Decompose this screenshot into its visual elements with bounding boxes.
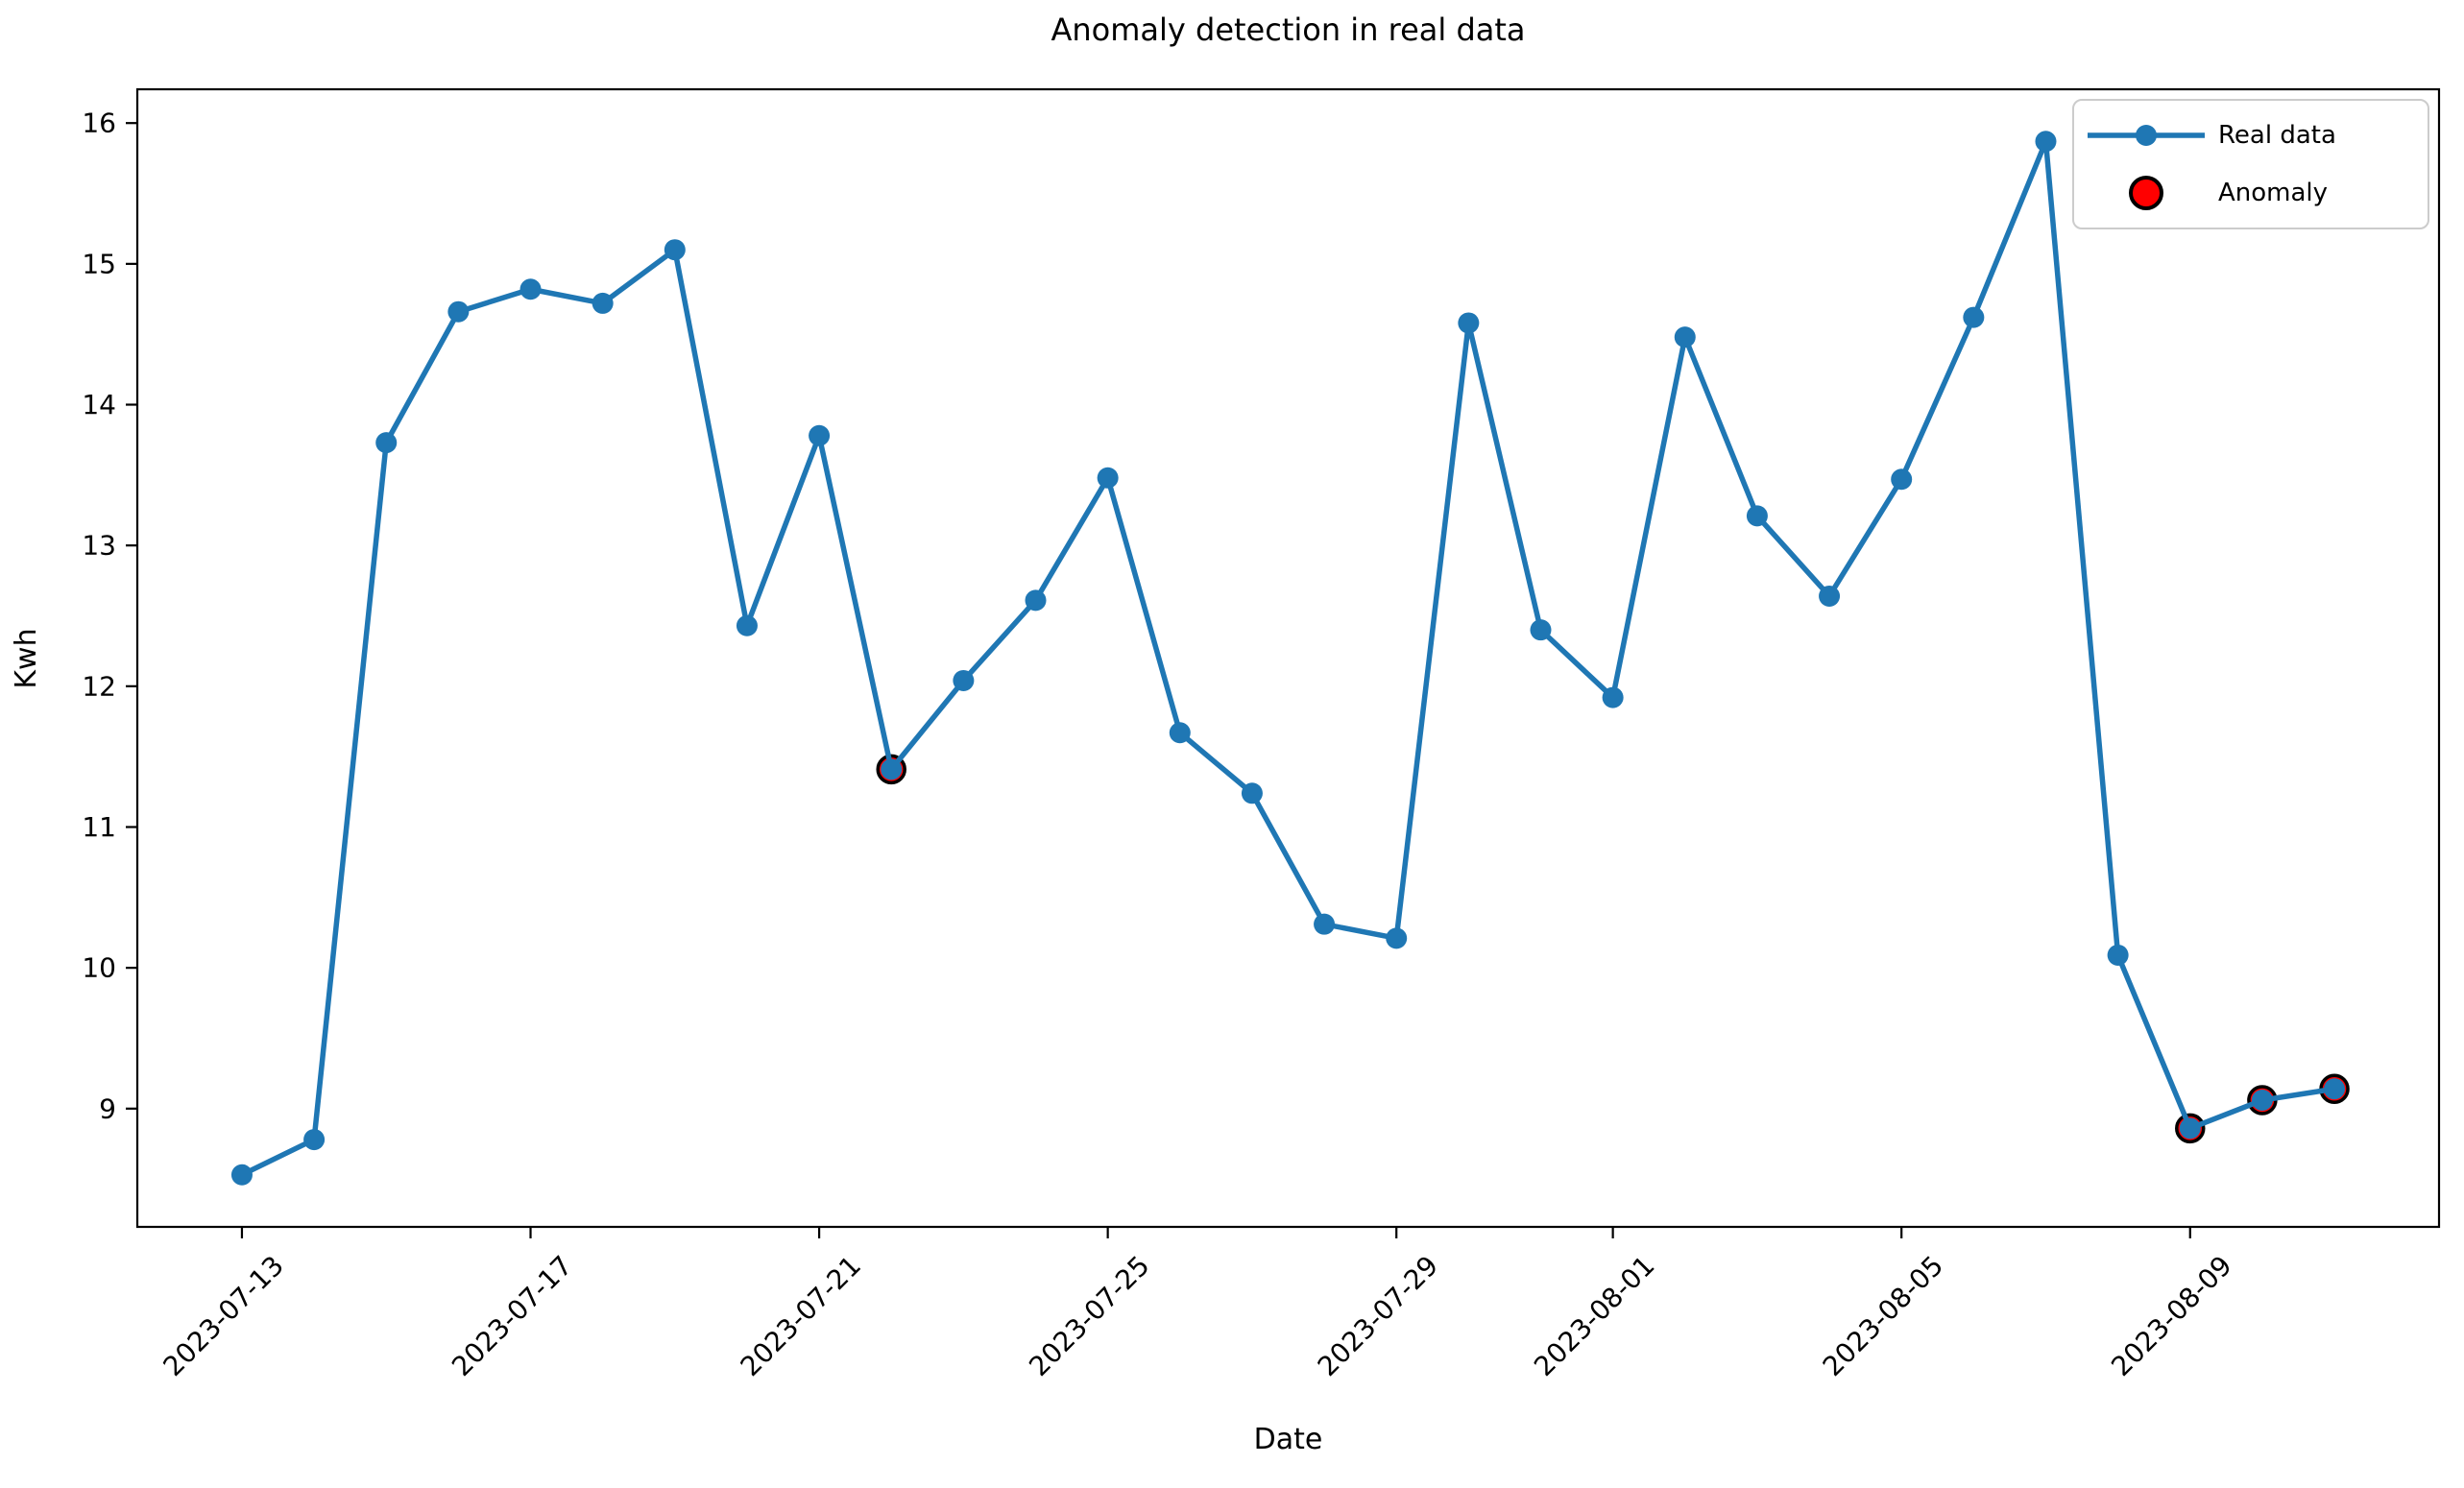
legend-entry-real-data: Real data (2074, 111, 2428, 159)
y-tick-label: 14 (82, 389, 116, 420)
data-point-marker (1169, 722, 1191, 744)
data-point-marker (1386, 927, 1408, 949)
data-point-marker (592, 292, 614, 314)
data-point-marker (664, 239, 686, 261)
x-tick-label: 2023-08-01 (1528, 1250, 1660, 1382)
data-point-marker (1025, 589, 1047, 612)
x-tick-label: 2023-08-09 (2105, 1250, 2237, 1382)
data-point-marker (230, 1164, 253, 1186)
data-point-marker (2107, 944, 2129, 966)
data-point-marker (2251, 1090, 2273, 1112)
data-point-marker (1458, 312, 1480, 334)
data-point-marker (1314, 913, 1336, 935)
y-tick-label: 10 (82, 952, 116, 984)
y-tick-label: 16 (82, 108, 116, 139)
data-point-marker (809, 424, 831, 446)
data-point-marker (1241, 782, 1263, 804)
x-tick-label: 2023-07-29 (1312, 1250, 1444, 1382)
data-point-marker (1530, 619, 1552, 641)
data-point-marker (1746, 505, 1768, 527)
data-point-marker (881, 758, 903, 780)
line-marker-sample-icon (2074, 119, 2218, 152)
y-tick-label: 12 (82, 670, 116, 702)
x-tick-label: 2023-07-25 (1023, 1250, 1155, 1382)
legend-box: Real data Anomaly (2072, 99, 2429, 229)
data-point-marker (1097, 467, 1119, 489)
legend-entry-anomaly: Anomaly (2074, 169, 2428, 217)
data-point-marker (303, 1129, 326, 1151)
data-point-marker (2324, 1078, 2346, 1100)
data-point-marker (1674, 326, 1696, 348)
data-point-marker (519, 278, 542, 300)
axes-spines (135, 87, 2441, 1229)
x-tick-label: 2023-08-05 (1817, 1250, 1949, 1382)
y-tick-label: 9 (99, 1092, 116, 1124)
y-axis-label: Kwh (10, 628, 43, 689)
y-tick-label: 15 (82, 248, 116, 279)
real-data-line (239, 138, 2337, 1178)
data-point-marker (1819, 585, 1841, 607)
data-point-marker (736, 614, 758, 636)
x-axis-label: Date (1253, 1423, 1323, 1456)
data-point-marker (1602, 686, 1624, 708)
x-tick-label: 2023-07-17 (446, 1250, 578, 1382)
x-tick-label: 2023-07-13 (157, 1250, 289, 1382)
chart-title: Anomaly detection in real data (1051, 12, 1526, 48)
x-tick-label: 2023-07-21 (735, 1250, 867, 1382)
data-point-marker (2035, 131, 2057, 153)
data-point-marker (447, 300, 470, 323)
data-point-marker (1891, 468, 1913, 491)
data-point-marker (953, 669, 975, 691)
y-tick-label: 13 (82, 530, 116, 562)
anomaly-marker-sample-icon (2074, 176, 2218, 211)
y-tick-label: 11 (82, 811, 116, 843)
legend-label-real-data: Real data (2218, 120, 2336, 150)
data-point-marker (375, 432, 398, 454)
legend-label-anomaly: Anomaly (2218, 179, 2329, 208)
data-point-marker (1963, 306, 1985, 328)
data-point-marker (2179, 1117, 2201, 1140)
